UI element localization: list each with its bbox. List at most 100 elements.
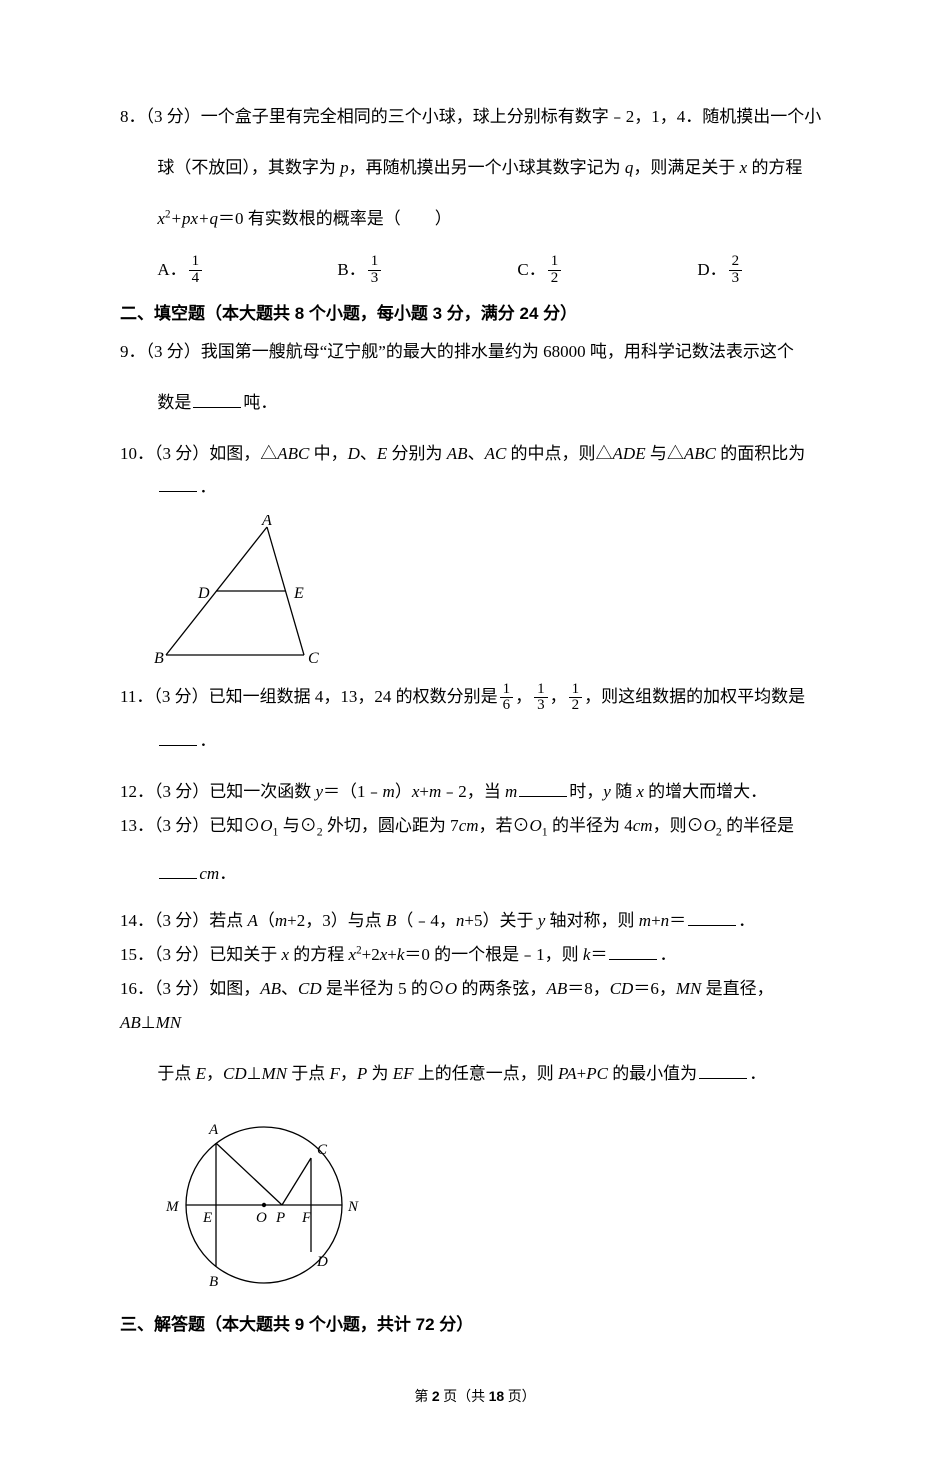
t: 15．（3 分）已知关于 xyxy=(120,945,282,964)
t: ， xyxy=(340,1064,357,1083)
blank xyxy=(159,731,197,746)
t: 、 xyxy=(468,444,485,463)
d: D xyxy=(348,444,360,463)
t: ＝8， xyxy=(567,979,610,998)
t: ⊥ xyxy=(247,1064,262,1083)
den: 4 xyxy=(189,271,203,287)
svg-text:O: O xyxy=(256,1210,267,1226)
blank xyxy=(159,477,197,492)
t: 11．（3 分）已知一组数据 4，13，24 的权数分别是 xyxy=(120,687,498,706)
svg-text:D: D xyxy=(197,585,210,602)
ade: ADE xyxy=(613,444,646,463)
svg-text:N: N xyxy=(347,1199,359,1215)
num: 1 xyxy=(368,254,382,271)
dot: ． xyxy=(738,911,755,930)
q14: 14．（3 分）若点 A（m+2，3）与点 B（﹣4，n+5）关于 y 轴对称，… xyxy=(120,904,830,938)
t: 球（不放回），其数字为 xyxy=(157,158,340,177)
svg-text:B: B xyxy=(154,650,164,667)
cm: cm xyxy=(459,816,479,835)
o2: O xyxy=(704,816,716,835)
t: 的增大而增大． xyxy=(644,782,767,801)
label: D． xyxy=(697,253,726,287)
t: 第 xyxy=(414,1390,432,1405)
t: 轴对称，则 xyxy=(545,911,639,930)
ab: AB xyxy=(447,444,468,463)
svg-text:A: A xyxy=(208,1122,219,1138)
choice-b: B．13 xyxy=(337,253,517,287)
t: 的方程 xyxy=(289,945,349,964)
cd: CD xyxy=(298,979,322,998)
t: 数是 xyxy=(157,393,191,412)
frac: 12 xyxy=(569,682,583,715)
svg-text:E: E xyxy=(293,585,304,602)
den: 3 xyxy=(729,271,743,287)
t: 为 xyxy=(367,1064,393,1083)
n: 1 xyxy=(569,682,583,699)
svg-text:P: P xyxy=(275,1210,285,1226)
t: 分别为 xyxy=(387,444,447,463)
choice-c: C．12 xyxy=(517,253,697,287)
blank xyxy=(519,782,567,797)
t: 14．（3 分）若点 xyxy=(120,911,248,930)
d: 6 xyxy=(500,698,514,714)
t: ＝0 的一个根是﹣1，则 xyxy=(404,945,583,964)
t: 页） xyxy=(504,1390,536,1405)
t: ＝6， xyxy=(633,979,676,998)
q8-line1: 8．（3 分）一个盒子里有完全相同的三个小球，球上分别标有数字﹣2，1，4．随机… xyxy=(120,100,830,134)
m: m xyxy=(275,911,287,930)
x: x xyxy=(282,945,290,964)
m2: m xyxy=(429,782,441,801)
B: B xyxy=(386,911,396,930)
frac: 12 xyxy=(548,254,562,287)
den: 3 xyxy=(368,271,382,287)
num: 2 xyxy=(729,254,743,271)
label: A． xyxy=(157,253,186,287)
t: ， xyxy=(515,687,532,706)
t: 的半径是 xyxy=(722,816,794,835)
choice-d: D．23 xyxy=(697,253,877,287)
section-2-heading: 二、填空题（本大题共 8 个小题，每小题 3 分，满分 24 分） xyxy=(120,297,830,331)
y: y xyxy=(316,782,324,801)
svg-text:D: D xyxy=(316,1254,328,1270)
ef: EF xyxy=(393,1064,414,1083)
t: +5）关于 xyxy=(464,911,537,930)
label: B． xyxy=(337,253,365,287)
e: E xyxy=(377,444,387,463)
ab2: AB xyxy=(546,979,567,998)
blank xyxy=(159,864,197,879)
svg-text:B: B xyxy=(209,1274,218,1290)
t: 12．（3 分）已知一次函数 xyxy=(120,782,316,801)
dot: ． xyxy=(219,864,236,883)
var-p: p xyxy=(340,158,349,177)
abc: ABC xyxy=(277,444,309,463)
t: 的两条弦， xyxy=(457,979,546,998)
dot: ． xyxy=(659,945,676,964)
t: 、 xyxy=(360,444,377,463)
t: 与△ xyxy=(646,444,684,463)
q9-line2: 数是吨． xyxy=(120,386,830,420)
m3: m xyxy=(505,782,517,801)
t: （ xyxy=(258,911,275,930)
q11-line2: ． xyxy=(120,724,830,758)
t: 与⊙ xyxy=(278,816,316,835)
t: +2 xyxy=(362,945,380,964)
q10-line1: 10．（3 分）如图，△ABC 中，D、E 分别为 AB、AC 的中点，则△AD… xyxy=(120,437,830,471)
figure-circle: MNABCDEFOP xyxy=(154,1108,374,1298)
t: + xyxy=(419,782,429,801)
t: ， xyxy=(206,1064,223,1083)
ab: AB xyxy=(260,979,281,998)
e: E xyxy=(196,1064,206,1083)
num: 1 xyxy=(189,254,203,271)
t: 是半径为 5 的⊙ xyxy=(322,979,445,998)
blank xyxy=(193,393,241,408)
y2: y xyxy=(603,782,611,801)
cd2: CD xyxy=(610,979,634,998)
frac: 16 xyxy=(500,682,514,715)
q12: 12．（3 分）已知一次函数 y＝（1﹣m）x+m﹣2，当 m时，y 随 x 的… xyxy=(120,775,830,809)
o1b: O xyxy=(530,816,542,835)
cm3: cm xyxy=(199,864,219,883)
t: ⊥ xyxy=(141,1013,156,1032)
frac: 23 xyxy=(729,254,743,287)
m: m xyxy=(383,782,395,801)
mn: MN xyxy=(261,1064,287,1083)
